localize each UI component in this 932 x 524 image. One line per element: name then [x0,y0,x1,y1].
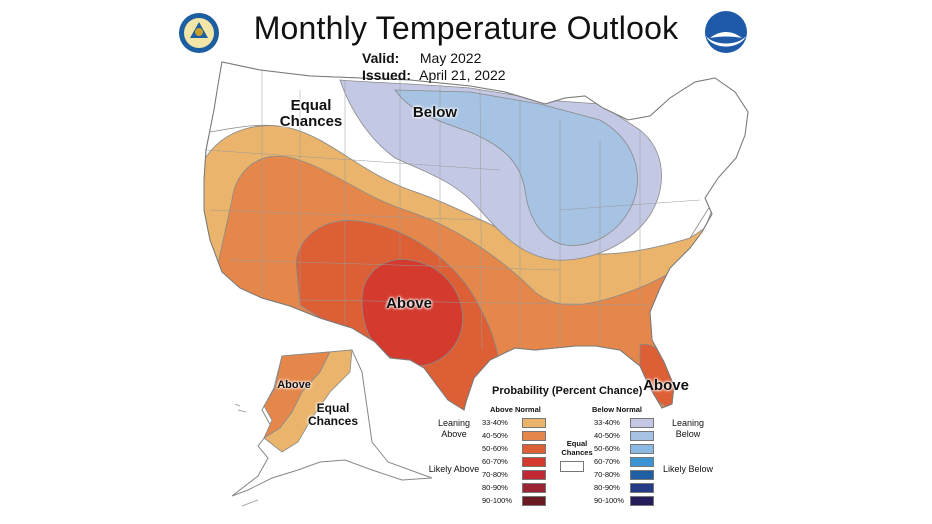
equal-chances-swatch [560,461,584,472]
likely-above-label: Likely Above [428,464,480,474]
valid-label: Valid: [362,50,400,66]
leaning-above-label: Leaning Above [437,418,471,439]
below-normal-swatch [630,496,654,506]
above-alaska-label: Above [277,379,311,391]
above-normal-range-label: 90-100% [482,496,513,505]
below-normal-range-label: 50-60% [594,444,620,453]
below-normal-range-label: 40-50% [594,431,620,440]
above-normal-range-label: 60-70% [482,457,508,466]
alaska-region [231,349,433,507]
above-normal-swatch [522,444,546,454]
equal-chances-alaska-label: Equal Chances [307,401,359,428]
issued-label: Issued: [362,67,412,83]
below-normal-swatch [630,457,654,467]
legend-title: Probability (Percent Chance) [492,385,643,397]
equal-chances-legend-label: Equal Chances [561,439,593,457]
above-normal-swatch [522,496,546,506]
below-normal-swatch [630,431,654,441]
above-normal-swatch [522,457,546,467]
above-normal-header: Above Normal [490,405,541,414]
alaska-above-33-40 [263,349,353,453]
below-normal-swatch [630,470,654,480]
below-40-50-area [394,89,638,246]
above-normal-range-label: 70-80% [482,470,508,479]
above-normal-range-label: 50-60% [482,444,508,453]
likely-below-label: Likely Below [662,464,714,474]
below-normal-range-label: 70-80% [594,470,620,479]
above-normal-swatch [522,418,546,428]
above-florida-label: Above [643,377,689,394]
above-normal-range-label: 33-40% [482,418,508,427]
commerce-seal-icon [179,13,219,53]
above-normal-range-label: 80-90% [482,483,508,492]
page-title: Monthly Temperature Outlook [253,10,679,46]
below-normal-range-label: 80-90% [594,483,620,492]
issued-value: April 21, 2022 [419,67,506,83]
leaning-below-label: Leaning Below [671,418,705,439]
valid-row: Valid: May 2022 [362,50,506,67]
below-normal-header: Below Normal [592,405,643,414]
probability-legend: Probability (Percent Chance) Above Norma… [429,385,720,515]
noaa-logo-icon [705,11,747,53]
issued-row: Issued: April 21, 2022 [362,67,506,84]
below-normal-swatch [630,483,654,493]
below-normal-range-label: 90-100% [594,496,625,505]
outlook-meta: Valid: May 2022 Issued: April 21, 2022 [362,50,506,84]
below-normal-swatch [630,444,654,454]
below-normal-range-label: 33-40% [594,418,620,427]
below-normal-swatch [630,418,654,428]
above-normal-swatch [522,483,546,493]
above-south-label: Above [386,295,432,312]
above-normal-swatch [522,470,546,480]
below-label: Below [412,104,458,121]
valid-value: May 2022 [419,50,482,66]
below-normal-range-label: 60-70% [594,457,620,466]
equal-chances-conus-label: Equal Chances [279,97,343,130]
above-normal-swatch [522,431,546,441]
above-normal-range-label: 40-50% [482,431,508,440]
state-lines [205,70,701,351]
